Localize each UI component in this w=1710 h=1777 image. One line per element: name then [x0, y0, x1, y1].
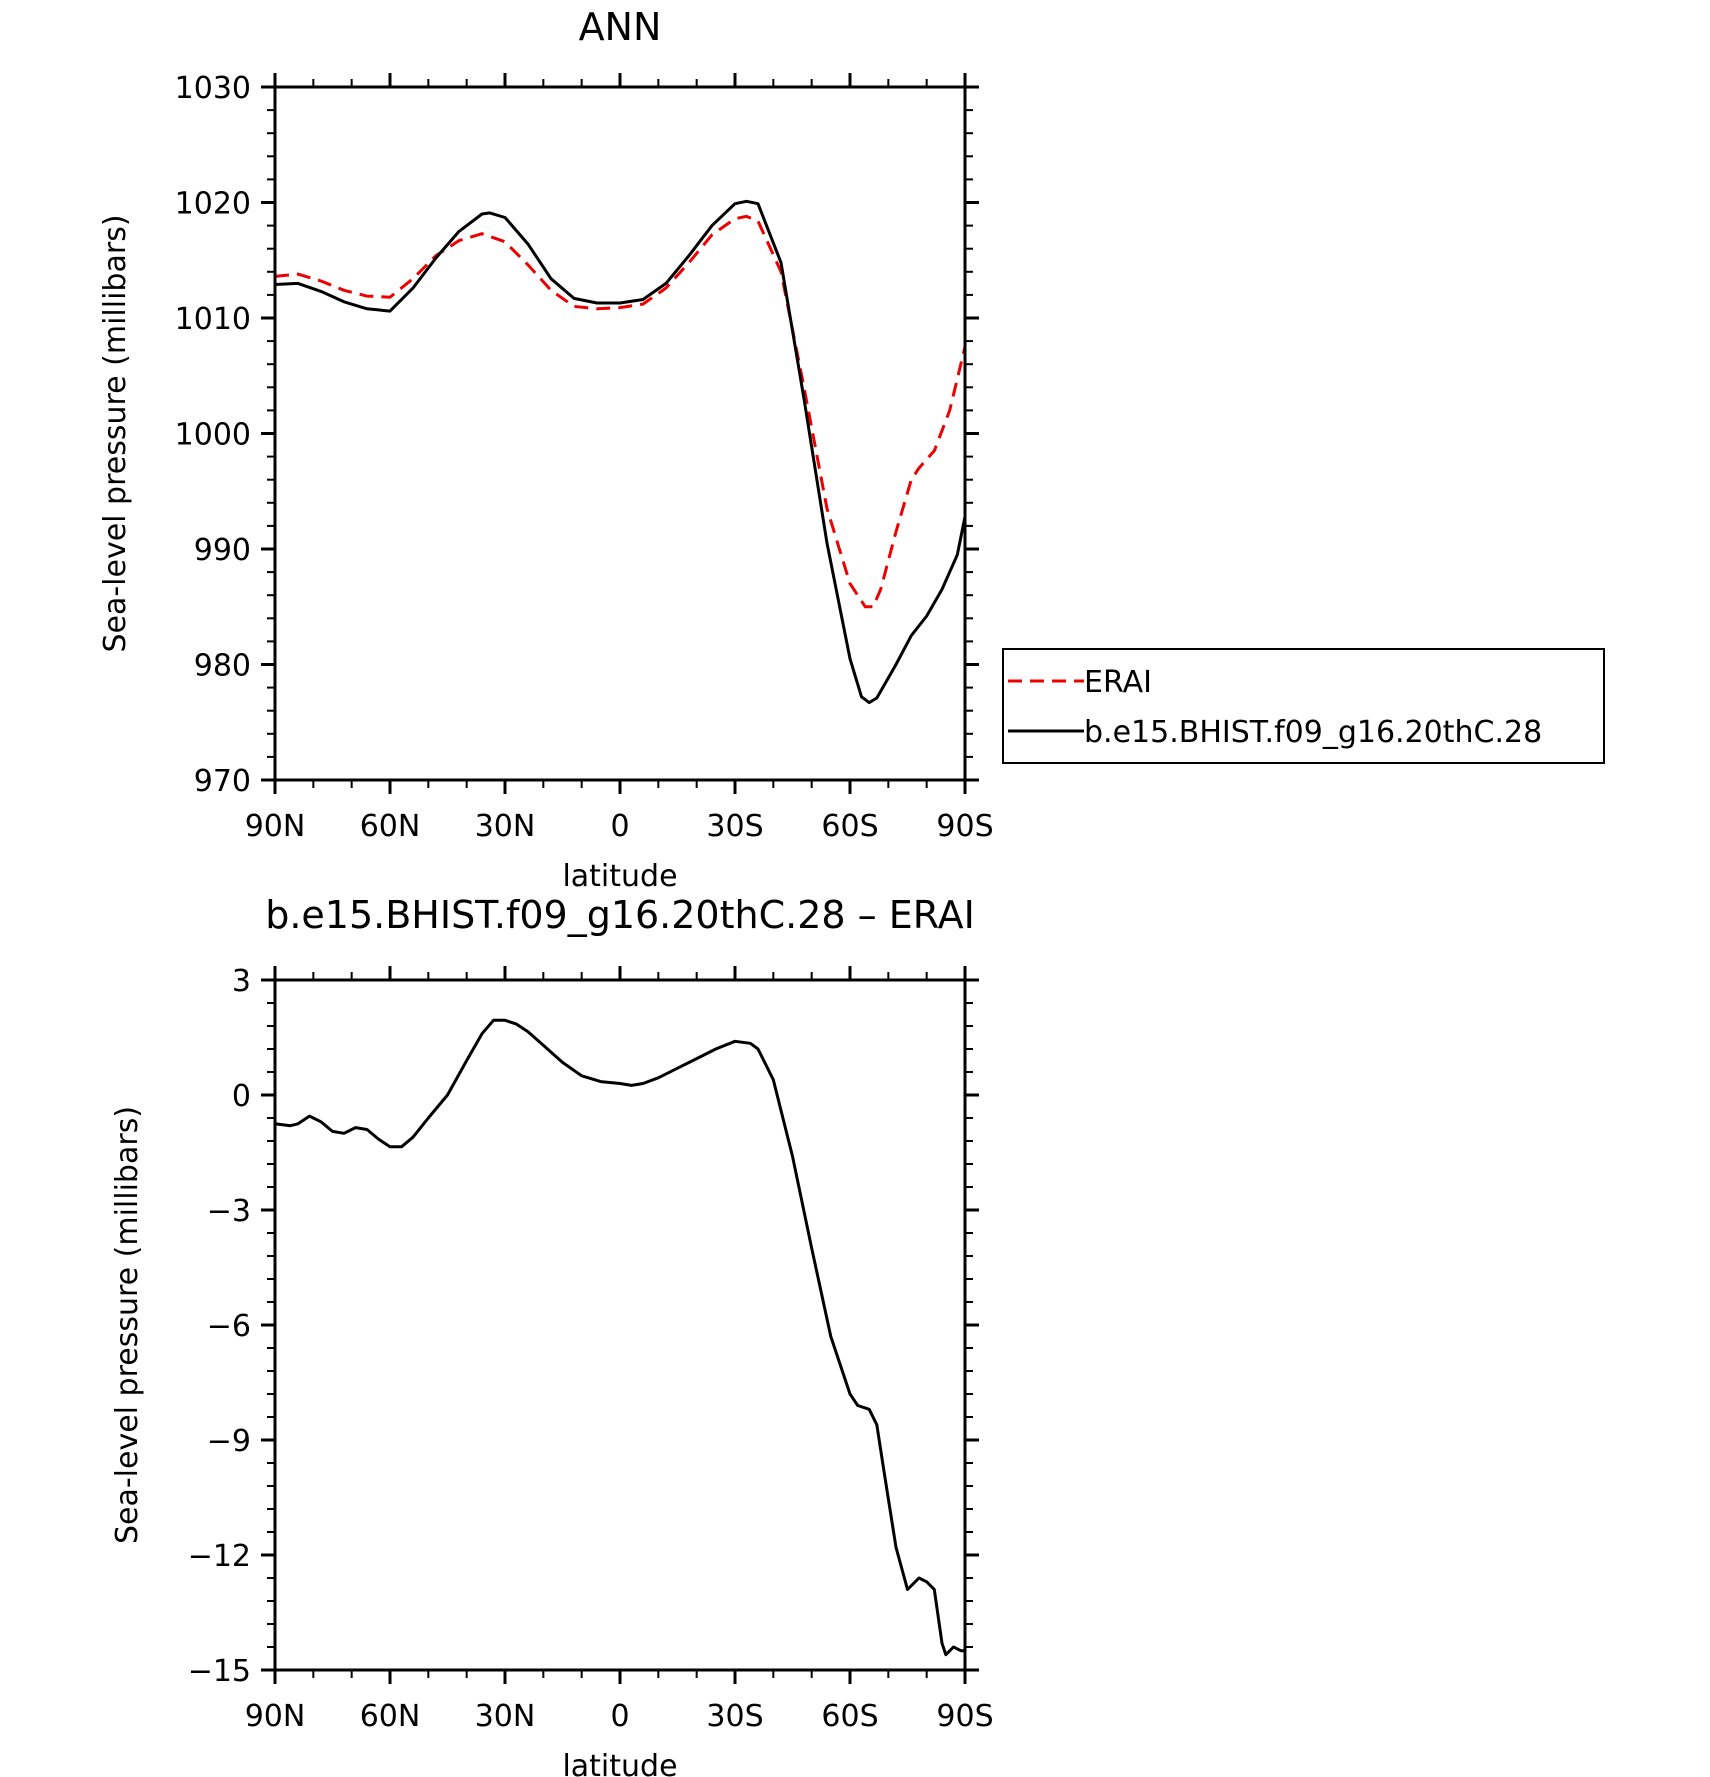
erai-series-line — [274, 214, 967, 609]
x-tick-label: 60N — [360, 1699, 421, 1734]
x-tick-label: 30S — [706, 809, 763, 844]
top-series-lines — [274, 199, 967, 705]
y-tick-label: 970 — [194, 764, 251, 799]
bottom-chart-title: b.e15.BHIST.f09_g16.20thC.28 – ERAI — [265, 893, 975, 937]
y-tick-label: −3 — [207, 1194, 251, 1229]
y-tick-label: 980 — [194, 649, 251, 684]
model-series-line — [274, 199, 967, 705]
legend: ERAI b.e15.BHIST.f09_g16.20thC.28 — [1002, 648, 1605, 764]
y-tick-label: 3 — [232, 964, 251, 999]
x-tick-label: 30S — [706, 1699, 763, 1734]
top-axis-ticks — [261, 73, 979, 794]
y-tick-label: −12 — [188, 1539, 251, 1574]
y-tick-label: −6 — [207, 1309, 251, 1344]
y-tick-label: −9 — [207, 1424, 251, 1459]
top-y-axis-title: Sea-level pressure (millibars) — [98, 214, 133, 652]
bottom-x-axis-title: latitude — [562, 1749, 677, 1777]
y-tick-label: 990 — [194, 533, 251, 568]
x-tick-label: 0 — [610, 1699, 629, 1734]
legend-box — [1002, 648, 1605, 764]
y-tick-label: 0 — [232, 1079, 251, 1114]
x-tick-label: 30N — [475, 809, 536, 844]
bottom-y-axis-title: Sea-level pressure (millibars) — [110, 1106, 145, 1544]
bottom-plot-frame — [273, 978, 967, 1672]
bottom-panel-difference: b.e15.BHIST.f09_g16.20thC.28 – ERAI 90N 6… — [110, 893, 994, 1777]
x-tick-label: 60N — [360, 809, 421, 844]
y-tick-label: 1030 — [175, 71, 251, 106]
x-tick-label: 90N — [245, 1699, 306, 1734]
top-plot-frame — [273, 85, 967, 782]
y-tick-label: 1020 — [175, 187, 251, 222]
x-tick-label: 60S — [821, 1699, 878, 1734]
legend-label-erai: ERAI — [1084, 665, 1152, 700]
bottom-axis-ticks — [261, 966, 979, 1684]
x-tick-label: 90N — [245, 809, 306, 844]
x-tick-label: 90S — [936, 809, 993, 844]
x-tick-label: 90S — [936, 1699, 993, 1734]
top-x-axis-title: latitude — [562, 859, 677, 894]
top-panel-ann-slp: ANN 90N 60N 30N 0 30S 60S 90S10301020101010009… — [98, 5, 994, 894]
y-tick-label: 1000 — [175, 418, 251, 453]
x-tick-label: 0 — [610, 809, 629, 844]
x-tick-label: 60S — [821, 809, 878, 844]
bottom-tick-labels: 90N 60N 30N 0 30S 60S 90S 3 0 −3 −6 −9 −12 −15 — [188, 964, 994, 1734]
difference-series-line — [274, 1018, 965, 1657]
y-tick-label: 1010 — [175, 302, 251, 337]
bottom-series-lines — [274, 1018, 965, 1657]
legend-label-model: b.e15.BHIST.f09_g16.20thC.28 — [1084, 715, 1542, 750]
y-tick-label: −15 — [188, 1654, 251, 1689]
top-tick-labels: 90N 60N 30N 0 30S 60S 90S 1030 1020 1010 1000 990 98… — [175, 71, 994, 844]
x-tick-label: 30N — [475, 1699, 536, 1734]
top-chart-title: ANN — [579, 5, 662, 49]
